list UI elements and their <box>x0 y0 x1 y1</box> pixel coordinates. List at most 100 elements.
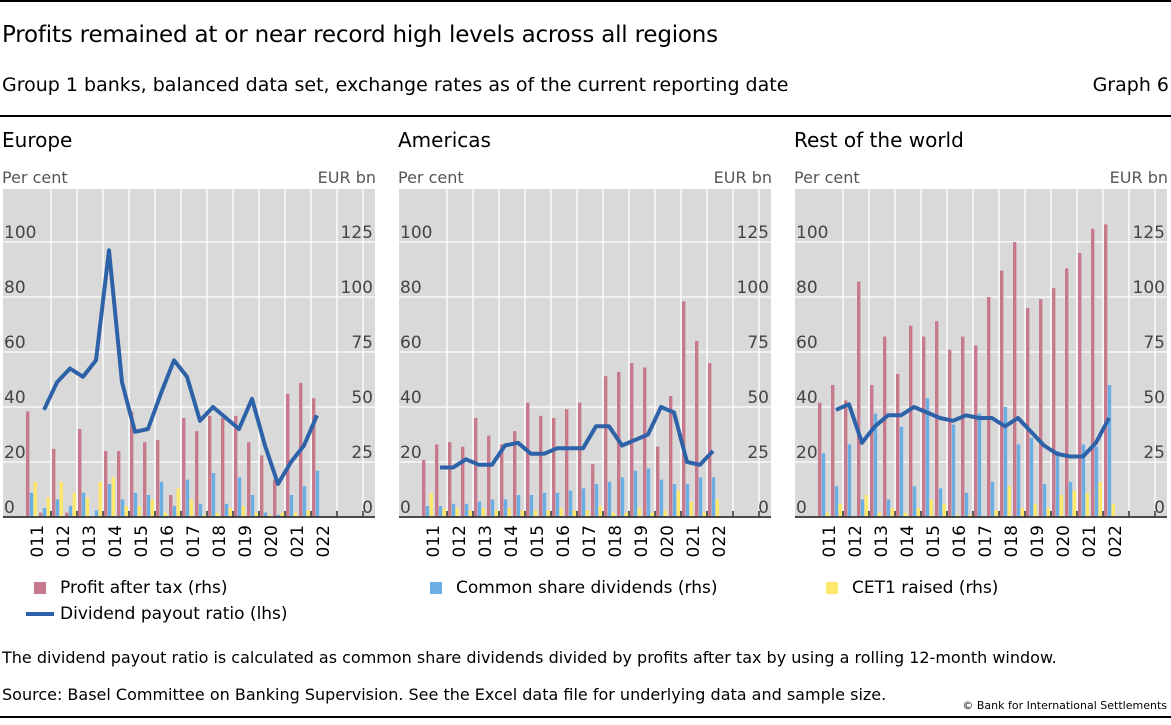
bar-dividends <box>159 481 164 517</box>
bar-profit <box>286 393 290 517</box>
x-tick-label: 2019 <box>236 525 256 558</box>
bar-dividends <box>1003 407 1008 517</box>
right-tick-label: 0 <box>1154 498 1165 518</box>
left-tick-label: 40 <box>796 388 818 408</box>
x-tick-label: 2015 <box>132 525 152 558</box>
bar-dividends <box>42 508 47 517</box>
chart-subtitle: Group 1 banks, balanced data set, exchan… <box>2 74 789 96</box>
bar-profit <box>104 451 108 517</box>
bar-cet1 <box>929 499 933 517</box>
cet1-swatch <box>826 582 838 594</box>
header-rule <box>0 115 1171 117</box>
x-tick-label: 2017 <box>184 525 204 558</box>
bottom-rule <box>0 716 1171 718</box>
left-tick-label: 40 <box>4 388 26 408</box>
bar-profit <box>208 415 212 517</box>
bar-profit <box>52 448 56 517</box>
bar-dividends <box>542 492 547 517</box>
payout-line-swatch <box>26 612 54 616</box>
bar-profit <box>143 442 147 517</box>
bar-cet1 <box>429 492 433 517</box>
right-tick-label: 25 <box>351 443 373 463</box>
right-axis-unit: EUR bn <box>1109 168 1168 187</box>
bar-dividends <box>302 486 307 517</box>
footnote: The dividend payout ratio is calculated … <box>2 648 1057 667</box>
left-tick-label: 0 <box>796 498 807 518</box>
plot-rest-of-world: 0 0 20 25 40 50 60 75 80 100 100 125 2011 2012 2013 201… <box>795 189 1167 558</box>
bar-profit <box>656 446 660 517</box>
left-tick-label: 80 <box>796 278 818 298</box>
x-tick-label: 2012 <box>450 525 470 558</box>
bar-dividends <box>912 486 917 517</box>
bar-cet1 <box>85 497 89 517</box>
bar-profit <box>78 429 82 517</box>
bar-cet1 <box>702 512 706 517</box>
right-axis-unit: EUR bn <box>317 168 376 187</box>
bar-profit <box>961 336 965 517</box>
bar-cet1 <box>280 512 284 517</box>
x-tick-label: 2016 <box>158 525 178 558</box>
bar-dividends <box>276 514 281 517</box>
x-tick-label: 2017 <box>580 525 600 558</box>
bar-cet1 <box>994 510 998 517</box>
bar-profit <box>1104 224 1108 517</box>
right-tick-label: 0 <box>758 498 769 518</box>
bar-profit <box>948 349 952 517</box>
x-tick-label: 2016 <box>950 525 970 558</box>
bar-dividends <box>990 481 995 517</box>
bar-dividends <box>685 484 690 517</box>
bar-dividends <box>834 486 839 517</box>
line-payout-ratio <box>835 402 1111 459</box>
x-tick-label: 2012 <box>54 525 74 558</box>
left-tick-label: 100 <box>4 223 36 243</box>
bar-profit <box>844 400 848 517</box>
bar-cet1 <box>124 506 128 517</box>
right-tick-label: 75 <box>351 333 373 353</box>
bar-cet1 <box>137 506 141 517</box>
bar-profit <box>708 363 712 517</box>
bar-cet1 <box>1007 486 1011 517</box>
bar-profit <box>591 464 595 517</box>
right-tick-label: 0 <box>362 498 373 518</box>
bar-profit <box>578 402 582 517</box>
bar-dividends <box>1042 484 1047 517</box>
bar-cet1 <box>33 481 37 517</box>
bar-dividends <box>633 470 638 517</box>
bar-dividends <box>925 398 930 517</box>
bar-dividends <box>425 506 430 517</box>
bar-cet1 <box>228 508 232 517</box>
bar-dividends <box>964 492 969 517</box>
x-tick-label: 2013 <box>476 525 496 558</box>
right-tick-label: 25 <box>1143 443 1165 463</box>
bar-profit <box>26 411 30 517</box>
bar-cet1 <box>864 495 868 517</box>
panel-rest-of-world: Rest of the world Per cent EUR bn 0 0 20 25… <box>792 118 1170 628</box>
bar-profit <box>831 385 835 517</box>
bar-cet1 <box>306 510 310 517</box>
right-tick-label: 75 <box>1143 333 1165 353</box>
bar-cet1 <box>189 499 193 517</box>
x-tick-label: 2014 <box>106 525 126 558</box>
left-tick-label: 80 <box>4 278 26 298</box>
bar-dividends <box>289 495 294 517</box>
legend-label: Dividend payout ratio (lhs) <box>60 604 288 624</box>
x-tick-label: 2011 <box>28 525 48 558</box>
bar-cet1 <box>442 508 446 517</box>
bar-cet1 <box>150 499 154 517</box>
left-tick-label: 20 <box>4 443 26 463</box>
copyright: © Bank for International Settlements <box>962 699 1167 712</box>
bar-dividends <box>211 473 216 517</box>
bar-profit <box>695 341 699 517</box>
bar-dividends <box>620 477 625 517</box>
bar-dividends <box>185 479 190 517</box>
right-tick-label: 50 <box>351 388 373 408</box>
bar-cet1 <box>241 506 245 517</box>
bar-profit <box>448 442 452 517</box>
bar-dividends <box>490 499 495 517</box>
bar-cet1 <box>637 508 641 517</box>
bar-cet1 <box>176 488 180 517</box>
bar-dividends <box>237 477 242 517</box>
bar-cet1 <box>890 508 894 517</box>
left-axis-unit: Per cent <box>398 168 464 187</box>
bar-cet1 <box>111 477 115 517</box>
